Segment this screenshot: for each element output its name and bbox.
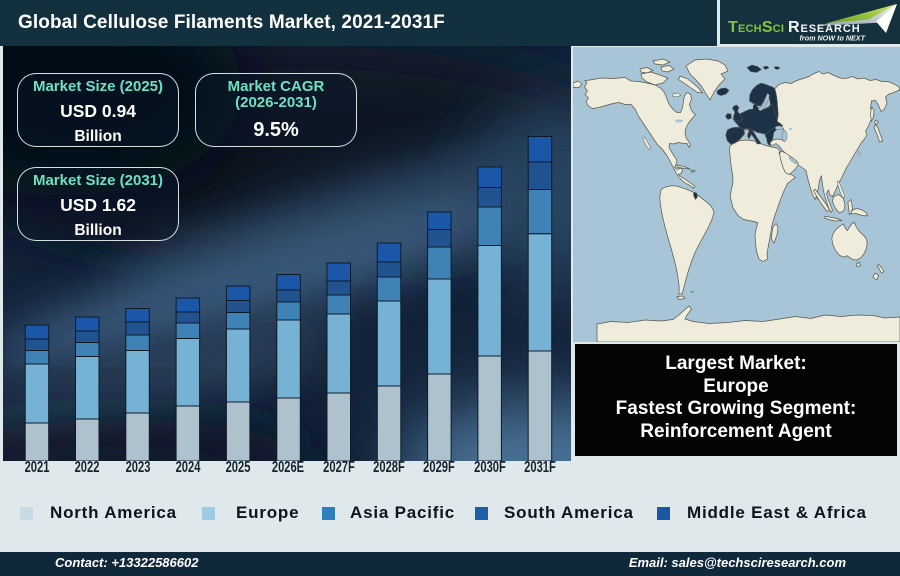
svg-text:from NOW to NEXT: from NOW to NEXT: [800, 34, 866, 43]
svg-text:Research: Research: [788, 19, 861, 36]
svg-text:TechSci: TechSci: [728, 19, 784, 36]
